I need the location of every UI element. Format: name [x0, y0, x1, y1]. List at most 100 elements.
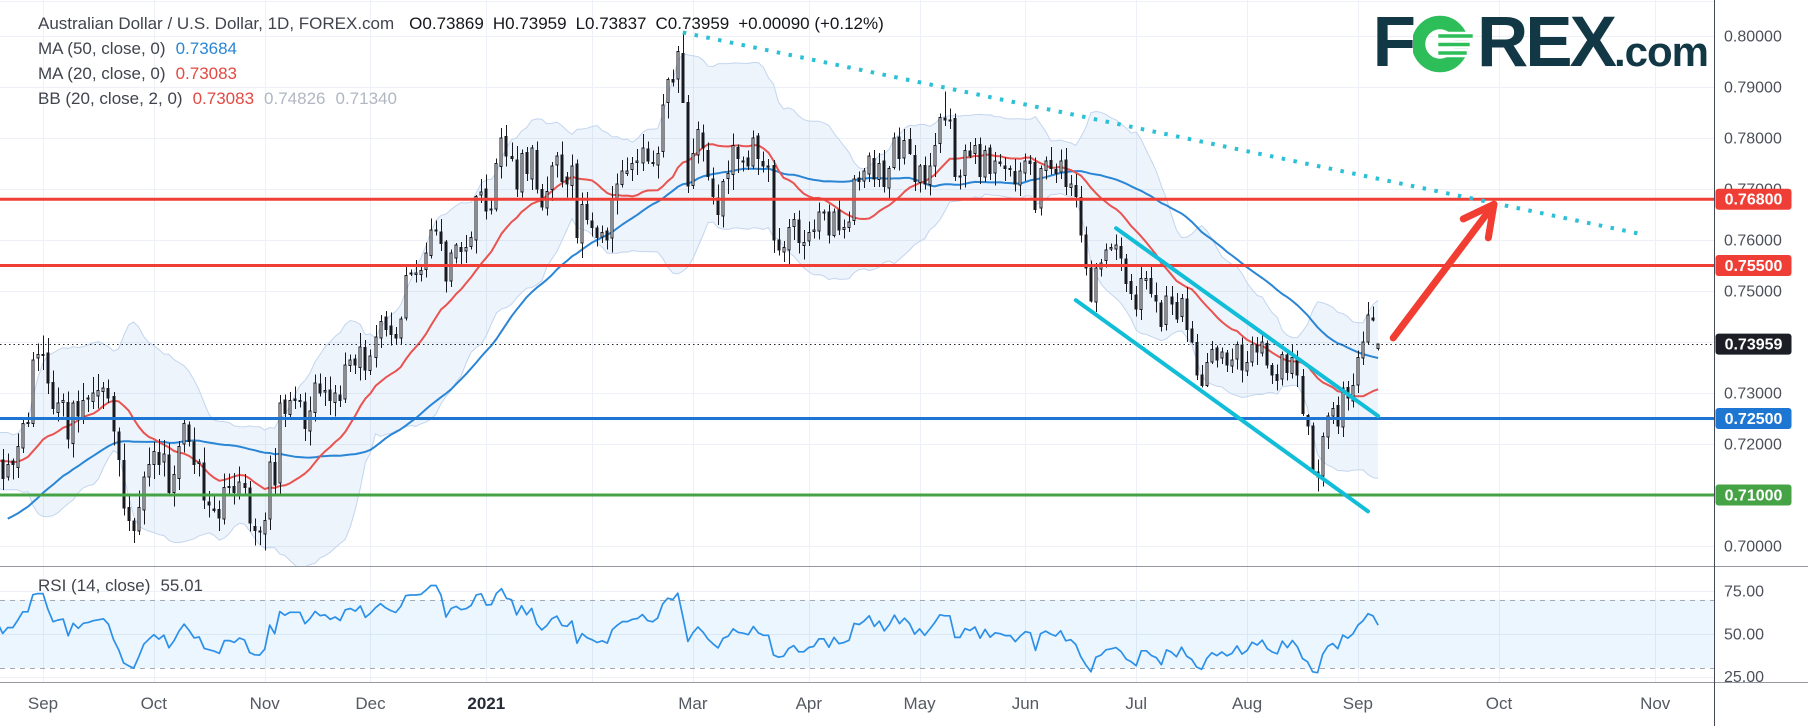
bb-lower-value: 0.71340: [335, 89, 397, 108]
candle-body: [207, 501, 211, 506]
candle-body: [701, 132, 705, 149]
candle-body: [535, 149, 539, 190]
time-axis[interactable]: Sep Oct Nov Dec 2021 Mar Apr May Jun Jul Aug Sep Oct…: [28, 694, 1671, 713]
month-label: May: [904, 694, 937, 713]
month-label: Mar: [678, 694, 708, 713]
candle-body: [510, 156, 514, 159]
candle-body: [822, 211, 826, 214]
candle-body: [11, 460, 15, 465]
candle-body: [520, 152, 524, 193]
candle-body: [91, 392, 95, 402]
candle-body: [1, 459, 5, 479]
chart-legend: Australian Dollar / U.S. Dollar, 1D, FOR…: [38, 11, 884, 111]
rsi-value: 55.01: [160, 576, 203, 595]
price-tick-label: 0.79000: [1724, 80, 1782, 97]
candle-body: [31, 359, 35, 425]
candle-body: [217, 509, 221, 519]
svg-text:0.75500: 0.75500: [1725, 258, 1783, 275]
candle-body: [1059, 160, 1063, 173]
price-axis[interactable]: 0.800000.790000.780000.770000.760000.750…: [1724, 29, 1782, 687]
candle-body: [202, 462, 206, 501]
candle-body: [1250, 344, 1254, 363]
ma20-legend-row[interactable]: MA (20, close, 0) 0.73083: [38, 61, 884, 86]
rsi-tick-label: 75.00: [1724, 584, 1764, 601]
candle-body: [1003, 165, 1007, 170]
bb-legend-row[interactable]: BB (20, close, 2, 0) 0.73083 0.74826 0.7134…: [38, 86, 884, 111]
candle-body: [348, 359, 352, 366]
candle-body: [333, 392, 337, 403]
level-price-badge: 0.71000: [1715, 484, 1792, 506]
ma50-legend-row[interactable]: MA (50, close, 0) 0.73684: [38, 36, 884, 61]
candle-body: [288, 400, 292, 416]
bollinger-lower-line: [0, 192, 1379, 566]
candle-body: [897, 136, 901, 159]
candle-body: [555, 155, 559, 166]
candle-body: [469, 236, 473, 247]
candle-body: [187, 424, 191, 442]
candle-body: [867, 155, 871, 175]
candle-body: [766, 165, 770, 168]
candle-body: [106, 387, 110, 399]
candle-body: [127, 507, 131, 522]
candle-body: [1124, 258, 1128, 284]
candle-body: [1164, 295, 1168, 325]
logo-text-f: F: [1372, 3, 1416, 82]
candle-body: [943, 117, 947, 121]
candle-body: [1341, 387, 1345, 428]
candle-body: [1245, 361, 1249, 372]
candle-body: [913, 154, 917, 182]
candle-body: [892, 137, 896, 169]
candle-body: [756, 135, 760, 159]
candle-body: [590, 220, 594, 228]
candle-body: [273, 462, 277, 486]
candle-body: [434, 229, 438, 232]
candle-body: [1039, 168, 1043, 209]
candle-body: [177, 446, 181, 479]
month-label: Sep: [1343, 694, 1373, 713]
month-label: Aug: [1232, 694, 1262, 713]
ma50-value: 0.73684: [175, 39, 238, 58]
candle-body: [1260, 341, 1264, 354]
candle-body: [1109, 247, 1113, 250]
candle-body: [600, 231, 604, 238]
candle-body: [782, 247, 786, 253]
rsi-line[interactable]: [0, 584, 1379, 674]
month-label: Jul: [1125, 694, 1147, 713]
symbol-legend-row[interactable]: Australian Dollar / U.S. Dollar, 1D, FOR…: [38, 11, 884, 36]
candle-body: [343, 364, 347, 400]
candle-body: [227, 486, 231, 489]
candle-body: [746, 157, 750, 167]
candle-body: [1044, 160, 1048, 172]
channel-lower-line[interactable]: [1073, 298, 1370, 514]
candle-body: [16, 446, 20, 468]
ma20-line[interactable]: [0, 143, 1379, 491]
candle-body: [1008, 168, 1012, 171]
candle-body: [1054, 169, 1058, 175]
forex-com-logo: F REX .com: [1372, 0, 1709, 82]
ma50-label: MA (50, close, 0): [38, 39, 166, 58]
projection-arrow[interactable]: [1389, 200, 1498, 342]
candle-body: [1351, 384, 1355, 402]
candle-body: [968, 150, 972, 157]
svg-text:0.71000: 0.71000: [1725, 488, 1783, 505]
gridlines: [0, 0, 1714, 682]
candle-body: [691, 152, 695, 186]
candle-body: [157, 452, 161, 465]
candle-body: [1255, 344, 1259, 353]
candle-body: [303, 401, 307, 430]
svg-text:0.76800: 0.76800: [1725, 192, 1783, 209]
candle-body: [499, 137, 503, 168]
rsi-legend-row[interactable]: RSI (14, close) 55.01: [38, 576, 203, 596]
candle-body: [237, 481, 241, 495]
candle-body: [444, 241, 448, 282]
channel-upper-line[interactable]: [1114, 226, 1381, 418]
level-price-badge: 0.76800: [1715, 188, 1792, 210]
candle-body: [353, 358, 357, 366]
candle-body: [494, 163, 498, 210]
candle-body: [666, 78, 670, 104]
bb-basis-value: 0.73083: [192, 89, 255, 108]
candle-body: [1366, 314, 1370, 343]
ohlc-values: O0.73869 H0.73959 L0.73837 C0.73959 +0.00090…: [400, 14, 884, 33]
